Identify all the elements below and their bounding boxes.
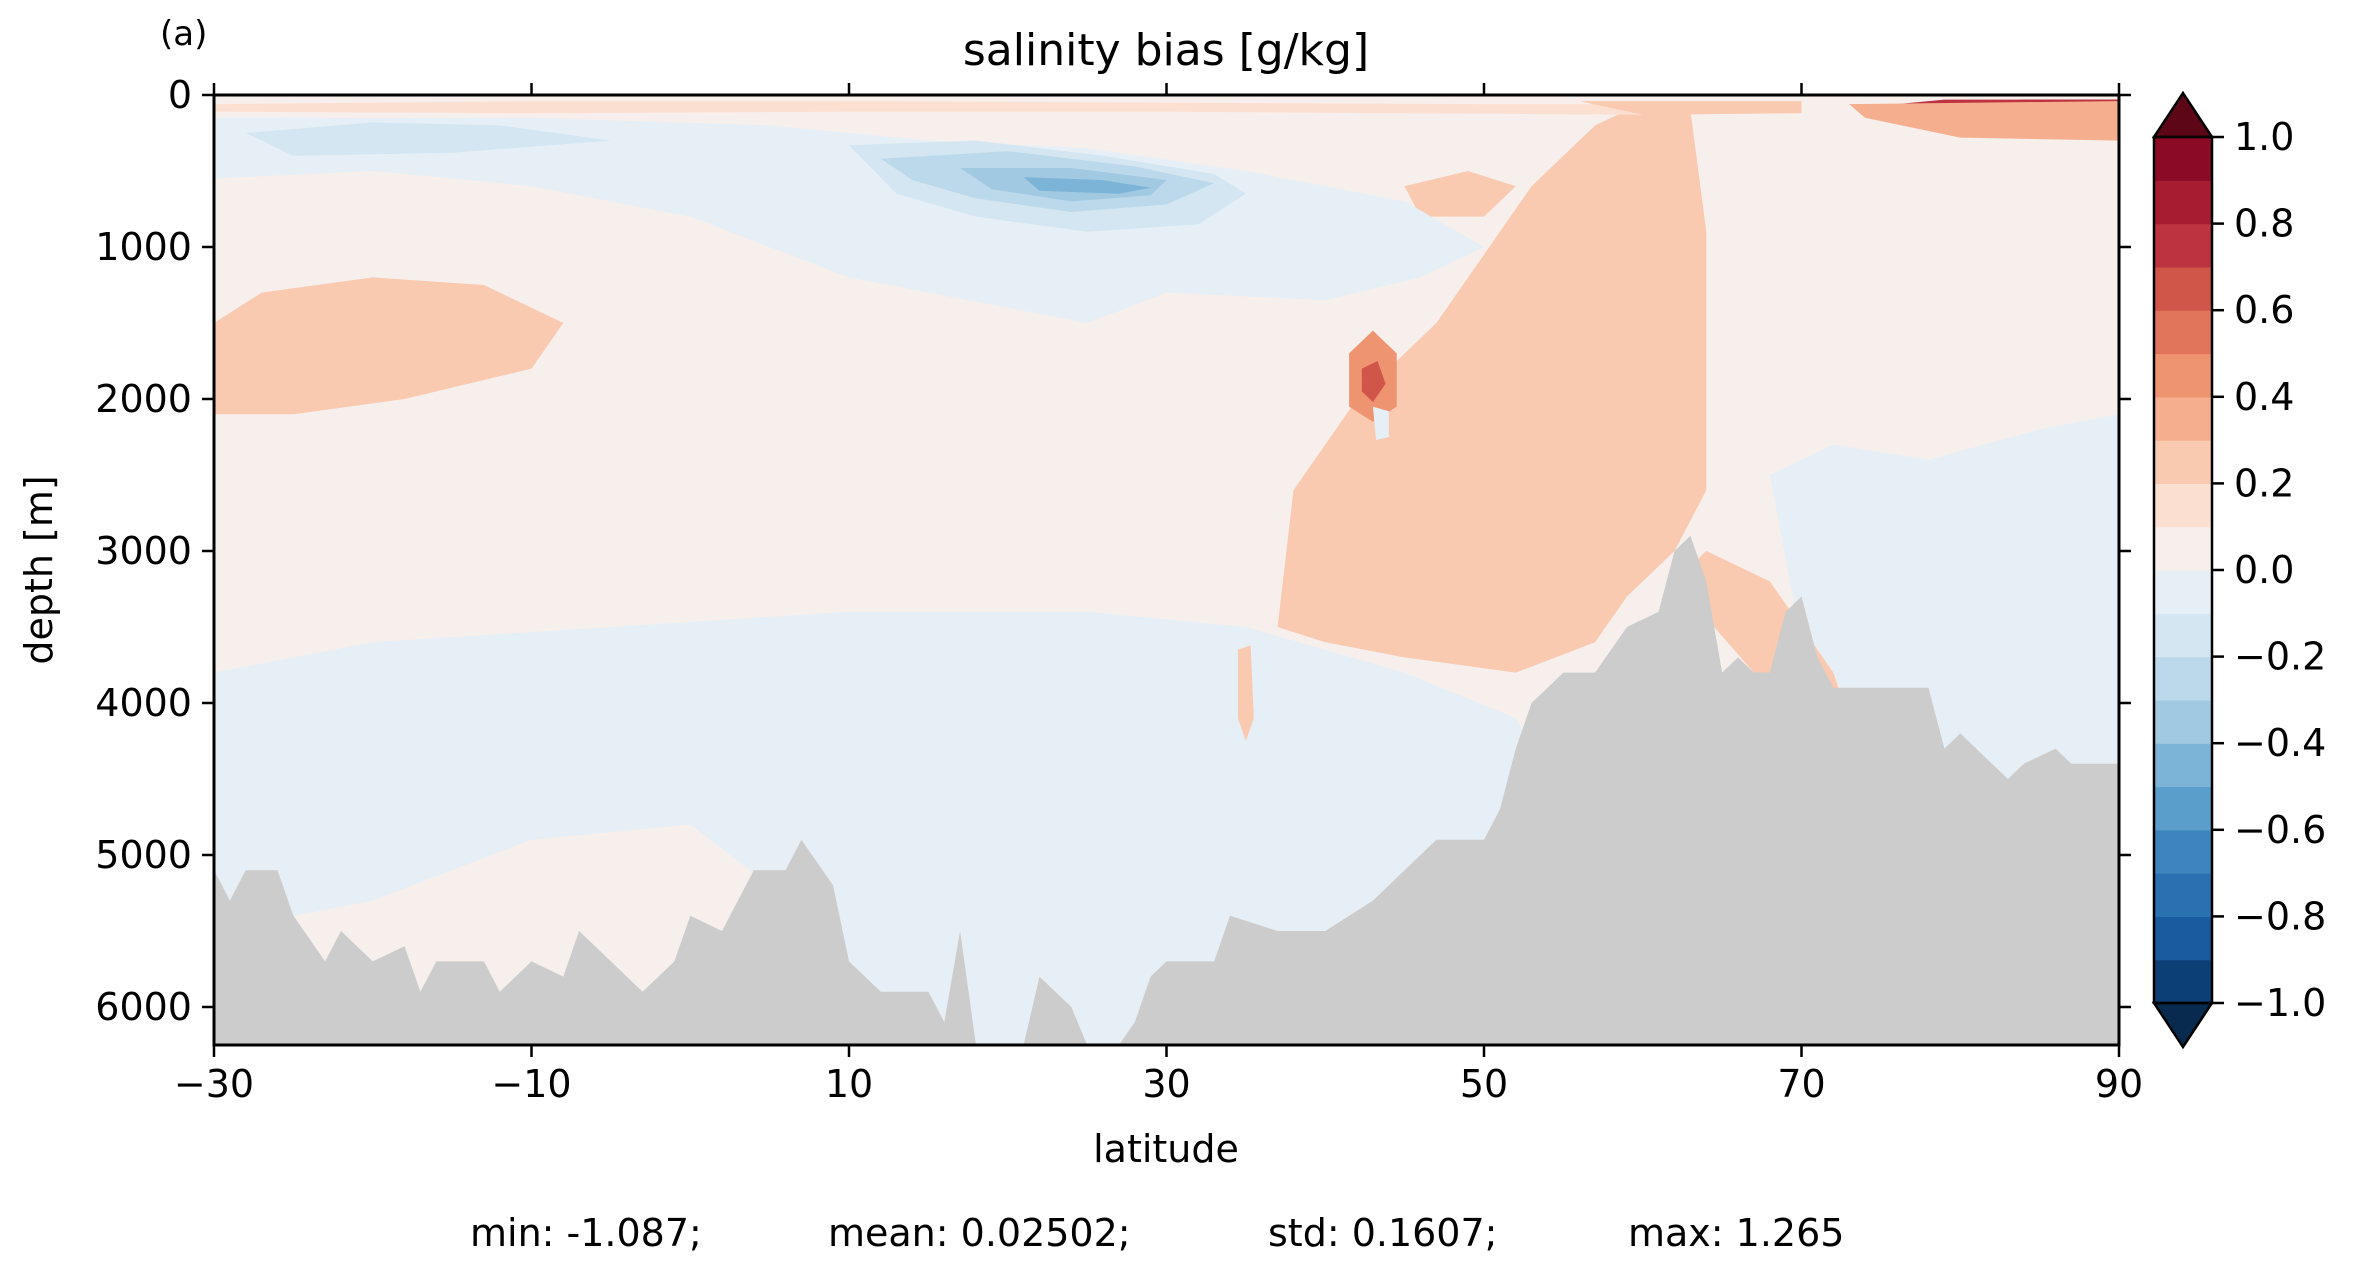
y-tick-label-6: 6000 [95, 985, 192, 1029]
x-tick-label-0: −30 [174, 1062, 254, 1106]
colorbar-over-extension [2151, 90, 2215, 139]
colorbar-under-extension [2151, 1001, 2215, 1050]
y-tick-label-2: 2000 [95, 377, 192, 421]
stat-min: min: -1.087; [470, 1211, 702, 1255]
stat-mean: mean: 0.02502; [828, 1211, 1131, 1255]
y-axis: 0 1000 2000 3000 4000 5000 6000 [95, 73, 2131, 1029]
colorbar-band-16 [2154, 266, 2212, 311]
colorbar-band-3 [2154, 829, 2212, 874]
plot-area [214, 95, 2119, 1045]
bias-region-1 [214, 277, 564, 415]
x-axis: −30 −10 10 30 50 70 90 [174, 83, 2143, 1106]
colorbar-band-4 [2154, 786, 2212, 831]
y-tick-label-3: 3000 [95, 529, 192, 573]
bias-region-19 [1237, 645, 1254, 741]
bias-region-12 [1023, 177, 1151, 194]
colorbar-band-7 [2154, 656, 2212, 701]
colorbar-tick-label-7: 0.4 [2234, 375, 2294, 419]
x-tick-label-5: 70 [1777, 1062, 1825, 1106]
colorbar-tick-label-0: −1.0 [2234, 981, 2326, 1025]
bias-region-6 [214, 101, 1643, 115]
bias-region-8 [245, 122, 611, 156]
colorbar: −1.0 −0.8 −0.6 −0.4 −0.2 0.0 0.2 0.4 0.6 0.8 1.0 [2151, 90, 2326, 1050]
colorbar-tick-label-10: 1.0 [2234, 115, 2294, 159]
colorbar-band-1 [2154, 916, 2212, 961]
colorbar-band-18 [2154, 180, 2212, 225]
colorbar-band-19 [2154, 137, 2212, 181]
colorbar-band-9 [2154, 570, 2212, 614]
stat-max: max: 1.265 [1628, 1211, 1844, 1255]
bias-region-0 [1277, 110, 1707, 673]
colorbar-band-14 [2154, 353, 2212, 398]
x-tick-label-6: 90 [2095, 1062, 2143, 1106]
colorbar-tick-label-4: −0.2 [2234, 635, 2326, 679]
colorbar-band-8 [2154, 613, 2212, 658]
bias-region-4 [1361, 361, 1386, 402]
x-tick-label-4: 50 [1460, 1062, 1508, 1106]
bias-region-5 [1372, 406, 1389, 440]
colorbar-band-10 [2154, 526, 2212, 571]
colorbar-band-15 [2154, 310, 2212, 355]
colorbar-band-2 [2154, 873, 2212, 917]
colorbar-tick-label-3: −0.4 [2234, 721, 2326, 765]
y-tick-label-0: 0 [168, 73, 192, 117]
x-tick-label-3: 30 [1142, 1062, 1190, 1106]
colorbar-band-12 [2154, 440, 2212, 484]
bias-region-15 [1849, 101, 2119, 141]
colorbar-tick-label-6: 0.2 [2234, 461, 2294, 505]
colorbar-tick-label-5: 0.0 [2234, 548, 2294, 592]
chart-title: salinity bias [g/kg] [963, 25, 1369, 76]
x-tick-label-1: −10 [491, 1062, 571, 1106]
stat-std: std: 0.1607; [1268, 1211, 1497, 1255]
y-tick-label-1: 1000 [95, 225, 192, 269]
colorbar-tick-label-9: 0.8 [2234, 202, 2294, 246]
bathymetry-mask [214, 535, 2119, 1045]
y-axis-label: depth [m] [17, 475, 61, 664]
colorbar-band-13 [2154, 396, 2212, 441]
colorbar-band-5 [2154, 743, 2212, 788]
colorbar-band-11 [2154, 483, 2212, 528]
y-tick-label-4: 4000 [95, 681, 192, 725]
colorbar-band-17 [2154, 223, 2212, 268]
panel-label: (a) [160, 14, 207, 54]
x-tick-label-2: 10 [825, 1062, 873, 1106]
colorbar-tick-label-8: 0.6 [2234, 288, 2294, 332]
y-tick-label-5: 5000 [95, 833, 192, 877]
colorbar-tick-label-2: −0.6 [2234, 808, 2326, 852]
colorbar-band-0 [2154, 959, 2212, 1004]
colorbar-tick-label-1: −0.8 [2234, 894, 2326, 938]
colorbar-band-6 [2154, 699, 2212, 744]
bias-region-16 [1579, 101, 1802, 115]
x-axis-label: latitude [1093, 1127, 1239, 1171]
bias-region-2 [1404, 171, 1516, 217]
